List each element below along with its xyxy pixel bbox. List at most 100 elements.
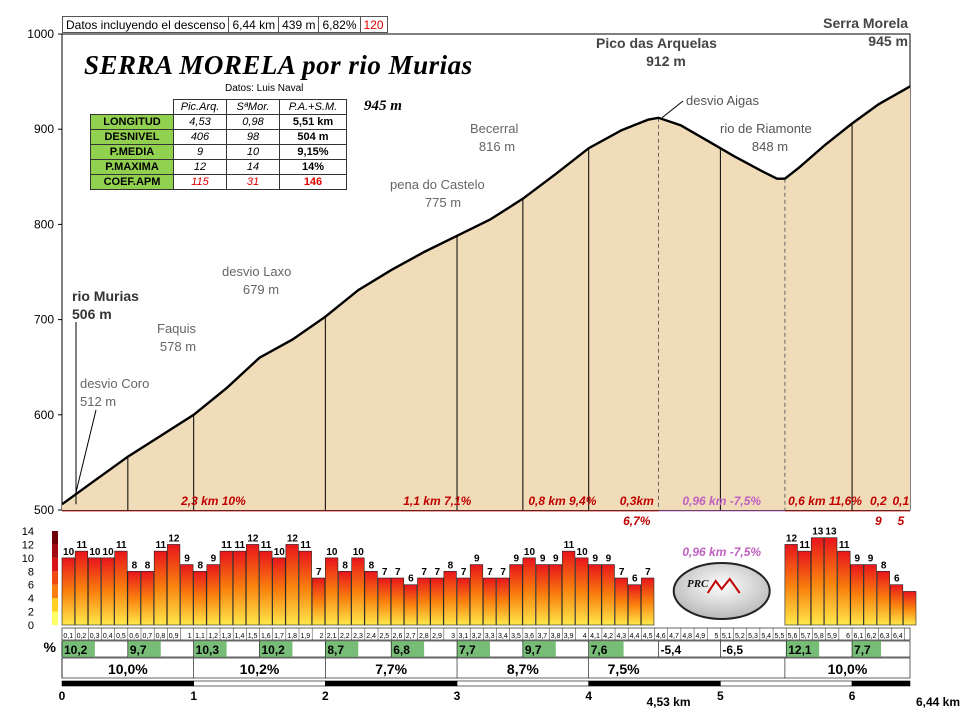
logo-text: PRC xyxy=(687,578,709,590)
stats-value: 14% xyxy=(279,159,347,175)
grade-bar-label: 11 xyxy=(799,540,810,551)
grade-bar-label: 11 xyxy=(116,540,127,551)
segment-label: 0,1 xyxy=(892,494,909,508)
bar-y-tick-label: 8 xyxy=(28,566,34,578)
grade-bar xyxy=(311,577,326,626)
grade-bar-label: 11 xyxy=(300,540,311,551)
grade-bar xyxy=(876,570,890,626)
km-tick-label: 3,3 xyxy=(485,633,495,640)
summit-note: 945 m xyxy=(364,98,402,114)
grade-bar-label: 10 xyxy=(103,547,115,558)
grade-bar-label: 10 xyxy=(326,547,338,558)
km-tick-label: 0,3 xyxy=(90,633,100,640)
km-grade-label: 10,0% xyxy=(108,661,148,677)
segment-label-2: 9 xyxy=(875,514,882,528)
grade-bar xyxy=(180,564,194,626)
segment-label: 0,6 km 11,6% xyxy=(788,494,862,508)
half-km-grade: -5,4 xyxy=(660,643,681,657)
grade-bar-label: 8 xyxy=(369,560,375,571)
leader-line xyxy=(74,409,97,496)
half-km-fill xyxy=(522,641,556,657)
half-km-fill xyxy=(325,641,359,657)
x-axis-label: 3 xyxy=(454,689,461,703)
grade-bar xyxy=(588,564,602,626)
km-tick-label: 4,5 xyxy=(643,633,653,640)
header-label: Datos incluyendo el descenso xyxy=(61,16,230,33)
km-tick-label: 3 xyxy=(451,633,455,640)
km-tick-label: 6,4 xyxy=(893,633,903,640)
km-tick-label: 4,9 xyxy=(695,633,705,640)
stats-row: LONGITUD 4,53 0,98 5,51 km xyxy=(90,114,347,130)
km-tick-label: 5,2 xyxy=(735,633,745,640)
point-label-name: desvio Coro xyxy=(80,376,149,391)
grade-bar xyxy=(443,570,457,626)
stats-value: 31 xyxy=(226,174,280,190)
grade-bar xyxy=(824,537,838,626)
grade-bar xyxy=(417,577,431,626)
grade-bar xyxy=(469,564,484,626)
half-km-grade: 10,2 xyxy=(262,643,286,657)
km-tick-label: 0,5 xyxy=(116,633,126,640)
grade-bar-label: 11 xyxy=(76,540,87,551)
km-tick-label: 1,8 xyxy=(287,633,297,640)
y-tick-label: 600 xyxy=(34,408,54,422)
grade-bar-label: 9 xyxy=(540,554,546,565)
grade-bar-label: 10 xyxy=(524,547,536,558)
grade-bar-label: 8 xyxy=(881,560,887,571)
grade-bar xyxy=(206,564,220,626)
km-tick-label: 6 xyxy=(846,633,850,640)
axis-segment xyxy=(61,680,194,687)
grade-bar-label: 12 xyxy=(287,533,299,544)
km-tick-label: 6,3 xyxy=(880,633,890,640)
grade-bar-label: 7 xyxy=(421,567,427,578)
grade-bar xyxy=(259,550,273,626)
grade-bar xyxy=(548,564,563,626)
grade-bar-label: 6 xyxy=(632,574,638,585)
axis-segment xyxy=(456,680,590,687)
grade-bar xyxy=(377,577,391,626)
stats-value: 146 xyxy=(279,174,347,190)
stats-header: SªMor. xyxy=(226,99,280,115)
segment-label-2: 6,7% xyxy=(623,514,651,528)
km-tick-label: 4,1 xyxy=(590,633,600,640)
km-tick-label: 3,9 xyxy=(564,633,574,640)
grade-bar-label: 12 xyxy=(247,533,259,544)
bar-y-tick-label: 10 xyxy=(22,553,34,565)
grade-bar-label: 9 xyxy=(553,554,559,565)
segment-label: 0,96 km -7,5% xyxy=(682,494,761,508)
km-tick-label: 2 xyxy=(319,633,323,640)
half-km-fill xyxy=(852,641,882,657)
grade-bar-label: 11 xyxy=(839,540,850,551)
km-tick-label: 1,1 xyxy=(195,633,205,640)
grade-bar-label: 11 xyxy=(221,540,232,551)
km-tick-label: 3,7 xyxy=(537,633,547,640)
grade-bar xyxy=(614,577,628,626)
km-tick-label: 4,8 xyxy=(682,633,692,640)
half-km-fill xyxy=(588,641,624,657)
axis-segment xyxy=(193,680,326,687)
grade-bar-label: 10 xyxy=(577,547,589,558)
half-km-grade: 7,7 xyxy=(459,643,476,657)
grade-bar-label: 8 xyxy=(197,560,203,571)
grade-bar-label: 9 xyxy=(593,554,599,565)
half-km-grade: 9,7 xyxy=(130,643,147,657)
km-tick-label: 2,6 xyxy=(393,633,403,640)
point-label-name: desvio Laxo xyxy=(222,264,291,279)
stats-row: P.MEDIA 9 10 9,15% xyxy=(90,144,347,160)
grade-bar xyxy=(509,564,523,626)
grade-bar-label: 9 xyxy=(606,554,612,565)
km-tick-label: 1,5 xyxy=(248,633,258,640)
km-tick-label: 4,4 xyxy=(630,633,640,640)
half-km-fill xyxy=(62,641,95,657)
km-tick-label: 5,5 xyxy=(774,633,784,640)
km-tick-label: 3,2 xyxy=(472,633,482,640)
bar-y-tick-label: 4 xyxy=(28,593,34,605)
km-tick-label: 6,2 xyxy=(867,633,877,640)
grade-scale-swatch xyxy=(52,571,58,585)
stats-value: 14 xyxy=(226,159,280,175)
grade-bar xyxy=(338,570,352,626)
stats-value: 9 xyxy=(173,144,227,160)
km-tick-label: 3,1 xyxy=(458,633,468,640)
bar-y-tick-label: 6 xyxy=(28,580,34,592)
km-tick-label: 5,8 xyxy=(814,633,824,640)
